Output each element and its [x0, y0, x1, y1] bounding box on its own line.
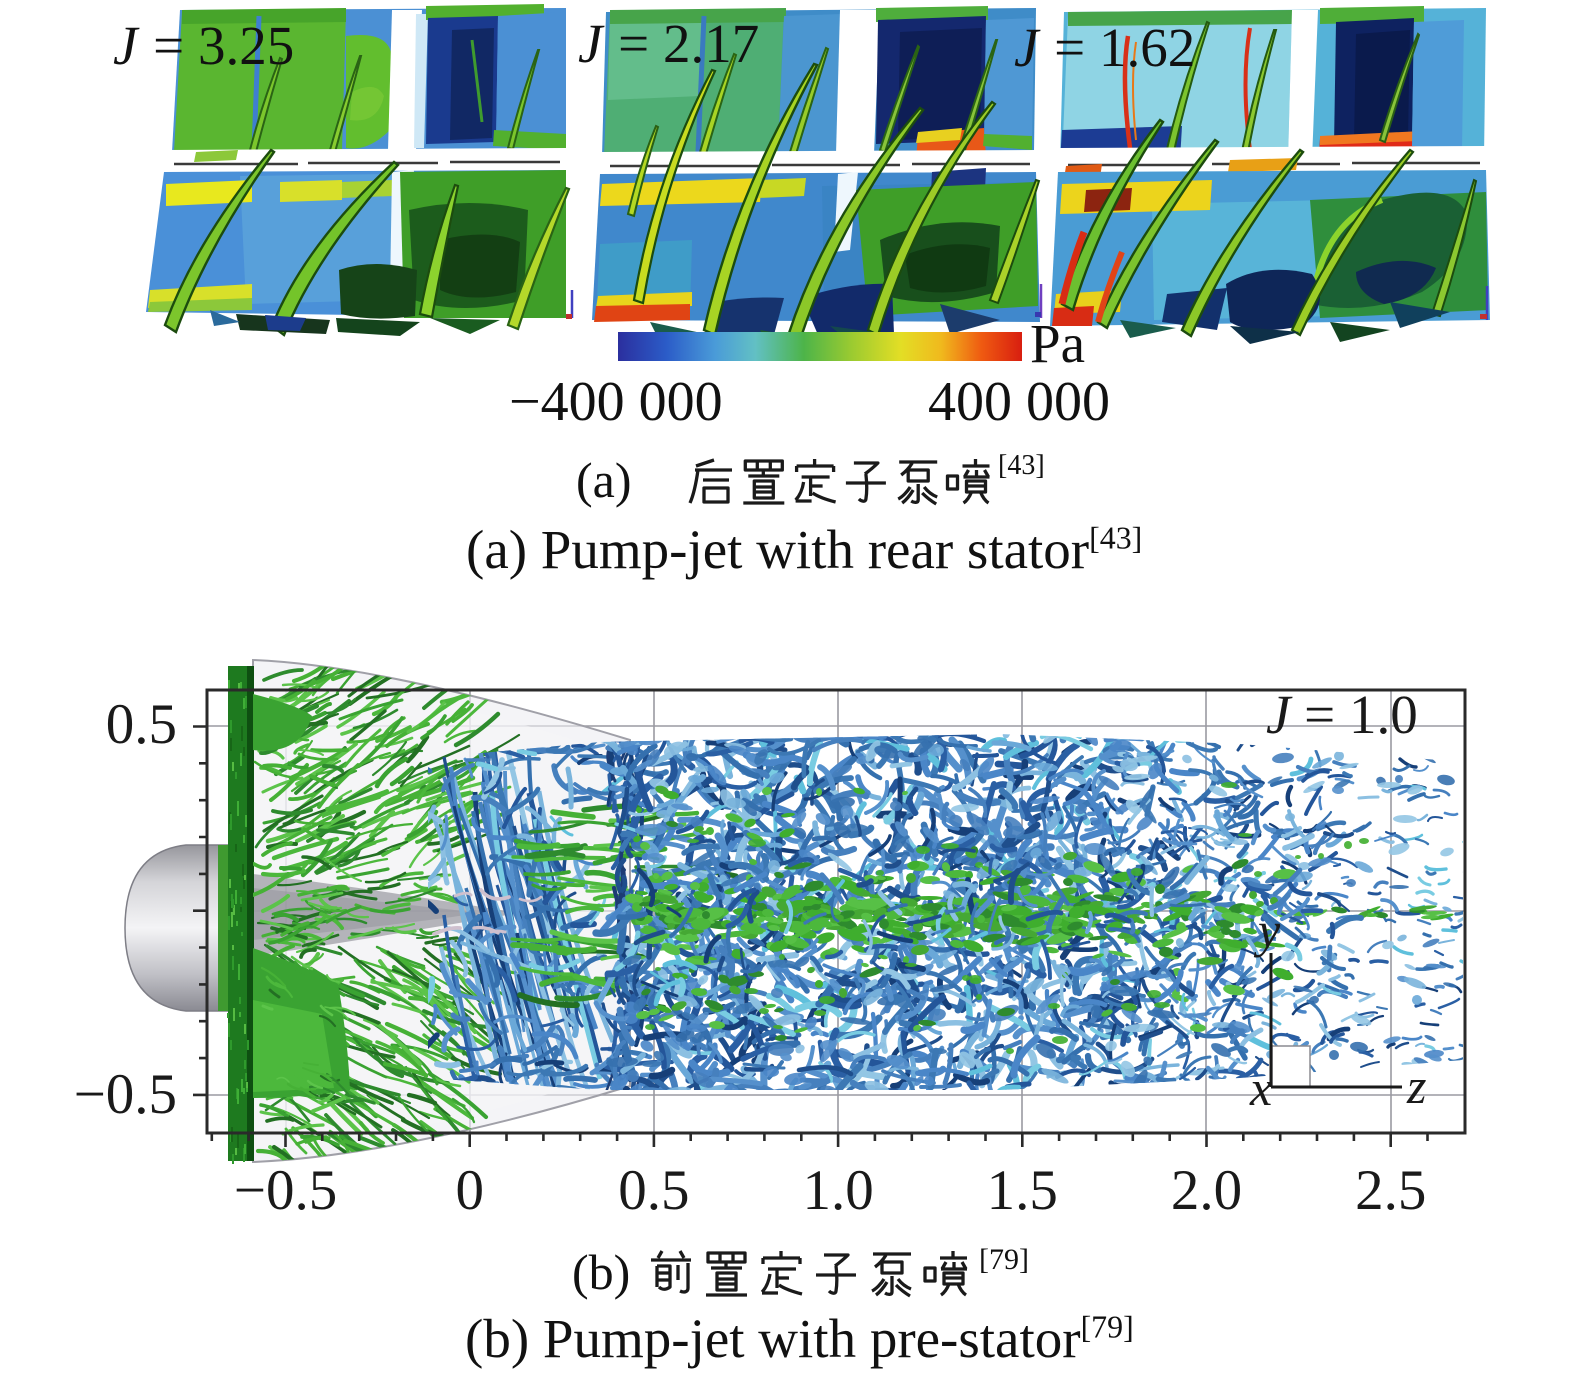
svg-text:0.5: 0.5: [106, 693, 177, 756]
svg-text:−0.5: −0.5: [74, 1063, 177, 1126]
svg-text:x: x: [1249, 1060, 1272, 1116]
svg-text:2.0: 2.0: [1171, 1159, 1242, 1216]
svg-text:J = 1.0: J = 1.0: [1266, 684, 1418, 745]
svg-text:1.0: 1.0: [802, 1159, 873, 1216]
svg-text:2.5: 2.5: [1355, 1159, 1426, 1216]
svg-text:z: z: [1406, 1058, 1426, 1114]
svg-text:0.5: 0.5: [618, 1159, 689, 1216]
svg-text:1.5: 1.5: [987, 1159, 1058, 1216]
svg-text:−0.5: −0.5: [234, 1159, 337, 1216]
svg-text:0: 0: [455, 1159, 484, 1216]
svg-text:y: y: [1253, 902, 1281, 958]
